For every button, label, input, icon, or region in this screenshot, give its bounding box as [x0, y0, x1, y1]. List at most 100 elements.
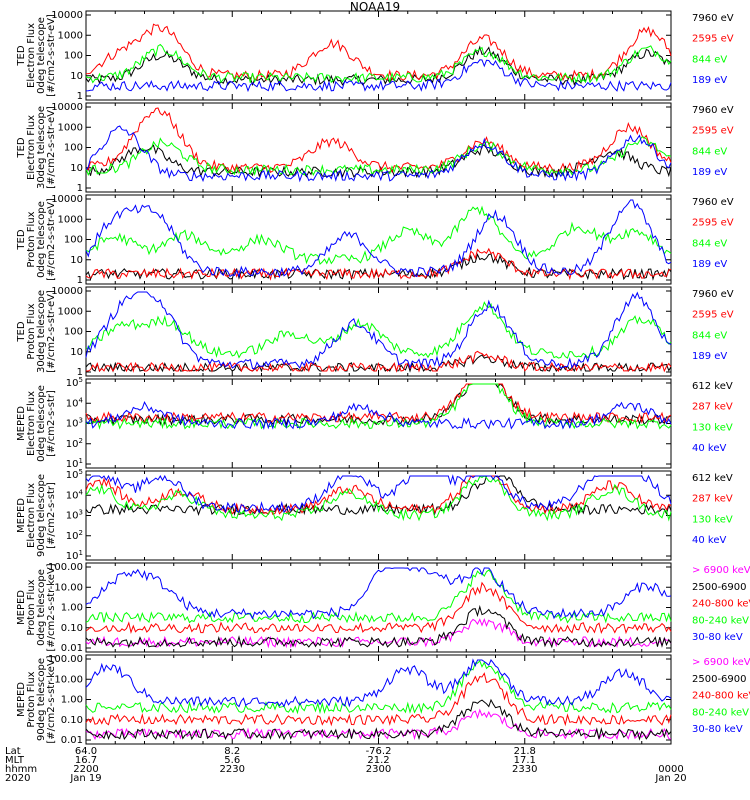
y-tick-label: 100 — [64, 143, 83, 154]
y-axis-label: MEPED Electron Flux 0deg telescope [#/cm2-s… — [16, 385, 57, 462]
legend-entry: 2595 eV — [692, 310, 734, 321]
legend-entry: 2595 eV — [692, 126, 734, 137]
y-tick-label: 101 — [66, 549, 83, 562]
y-axis-label-line: MEPED — [16, 498, 27, 533]
series-line — [85, 301, 672, 359]
series-line — [85, 617, 672, 649]
series-line — [85, 475, 672, 522]
y-axis-label-line: 30deg telescope — [36, 290, 47, 373]
y-tick-label: 1 — [77, 275, 83, 286]
y-tick-label: 100.00 — [48, 562, 83, 573]
series-line — [85, 658, 672, 708]
legend-entry: 240-800 keV — [692, 691, 750, 702]
y-axis-label-line: [#/cm2-s-str-keV] — [46, 563, 57, 651]
y-tick-label: 10.00 — [54, 674, 83, 685]
y-tick-label: 1000 — [58, 122, 83, 133]
series-line — [85, 475, 672, 515]
y-tick-label: 1000 — [58, 306, 83, 317]
y-tick-label: 100 — [64, 235, 83, 246]
series-line — [85, 659, 672, 715]
x-tick-label: 16.7 — [75, 755, 97, 766]
series-line — [85, 604, 672, 649]
y-axis-label: TED Electron Flux 0deg telescope [#/cm2-s-s… — [16, 14, 57, 97]
y-axis-label-line: 0deg telescope — [36, 17, 47, 94]
y-axis-label: MEPED Proton Flux 90deg telescope [#/cm2-s-… — [16, 655, 57, 743]
y-tick-label: 1000 — [58, 214, 83, 225]
series-line — [85, 23, 672, 82]
legend-entry: 7960 eV — [692, 197, 734, 208]
legend-entry: > 6900 keV — [692, 565, 750, 576]
series-line — [85, 383, 672, 424]
panel-frame — [85, 102, 672, 193]
series-line — [85, 581, 672, 635]
y-axis-label-line: Electron Flux — [26, 391, 37, 456]
legend-entry: 30-80 keV — [692, 724, 743, 735]
y-tick-label: 1 — [77, 91, 83, 102]
y-tick-label: 0.10 — [61, 623, 83, 634]
y-tick-label: 0.01 — [61, 735, 83, 746]
y-tick-label: 103 — [66, 417, 83, 430]
x-tick-label: 64.0 — [75, 746, 97, 757]
x-tick-label: 8.2 — [224, 746, 240, 757]
y-axis-label-line: MEPED — [16, 406, 27, 441]
y-axis-label-line: 0deg telescope — [36, 201, 47, 278]
series-line — [85, 708, 672, 741]
y-tick-label: 1 — [77, 183, 83, 194]
y-tick-label: 10000 — [51, 194, 83, 205]
x-row-label: 2020 — [5, 773, 30, 784]
y-axis-label: TED Proton Flux 30deg telescope [#/cm2-s-st… — [16, 290, 57, 373]
y-axis-label-line: [#/cm2-s-str-eV] — [46, 290, 57, 373]
legend-entry: 240-800 keV — [692, 599, 750, 610]
x-tick-label: 2330 — [512, 764, 537, 775]
legend-entry: > 6900 keV — [692, 657, 750, 668]
y-tick-label: 105 — [66, 376, 83, 389]
legend-entry: 7960 eV — [692, 289, 734, 300]
y-tick-label: 103 — [66, 509, 83, 522]
y-axis-label-line: Electron Flux — [26, 115, 37, 180]
legend-entry: 189 eV — [692, 259, 727, 270]
y-tick-label: 10000 — [51, 102, 83, 113]
legend-entry: 80-240 keV — [692, 615, 749, 626]
series-line — [85, 567, 672, 620]
series-line — [85, 136, 672, 177]
x-tick-label: 2230 — [220, 764, 245, 775]
series-line — [85, 247, 672, 281]
y-tick-label: 10000 — [51, 286, 83, 297]
y-axis-label: TED Electron Flux 30deg telescope [#/cm2-s-… — [16, 106, 57, 189]
y-axis-label-line: [#/cm2-s-str] — [46, 390, 57, 457]
legend-entry: 2500-6900 — [692, 674, 747, 685]
y-tick-label: 1 — [77, 367, 83, 378]
y-tick-label: 10 — [70, 71, 83, 82]
y-axis-label-line: MEPED — [16, 682, 27, 717]
y-axis-label: TED Proton Flux 0deg telescope [#/cm2-s-str… — [16, 198, 57, 281]
y-axis-label-line: 0deg telescope — [36, 569, 47, 646]
series-line — [85, 205, 672, 266]
legend-entry: 80-240 keV — [692, 707, 749, 718]
y-axis-label-line: TED — [16, 321, 27, 342]
y-axis-label-line: [#/cm2-s-str-eV] — [46, 198, 57, 281]
x-tick-label: 21.2 — [367, 755, 389, 766]
legend-entry: 2500-6900 — [692, 582, 747, 593]
legend-entry: 189 eV — [692, 351, 727, 362]
y-tick-label: 104 — [66, 396, 84, 409]
x-row-label: Lat — [5, 746, 21, 757]
series-line — [85, 107, 672, 175]
x-tick-label: 2300 — [366, 764, 391, 775]
x-row-label: MLT — [5, 755, 25, 766]
series-line — [85, 199, 672, 279]
x-tick-label: 5.6 — [224, 755, 240, 766]
x-tick-label: 17.1 — [514, 755, 536, 766]
y-axis-label-line: TED — [16, 45, 27, 66]
y-tick-label: 10.00 — [54, 582, 83, 593]
legend-entry: 40 keV — [692, 535, 726, 546]
y-tick-label: 0.01 — [61, 643, 83, 654]
y-tick-label: 100 — [64, 327, 83, 338]
x-tick-label: 0000 — [658, 764, 683, 775]
series-line — [85, 698, 672, 741]
series-line — [85, 43, 672, 85]
series-line — [85, 672, 672, 727]
